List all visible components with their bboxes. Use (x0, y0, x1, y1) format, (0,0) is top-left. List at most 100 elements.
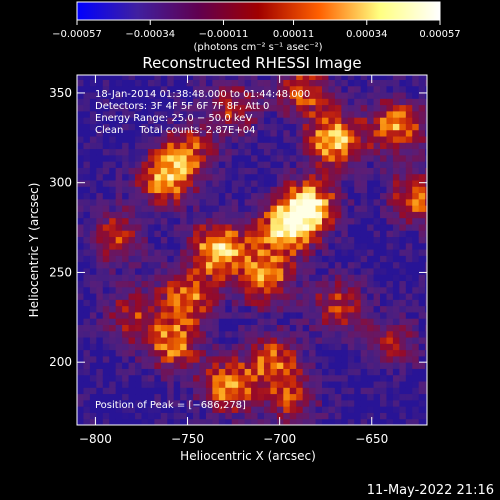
heatmap-cell (212, 412, 220, 420)
heatmap-cell (386, 311, 394, 319)
heatmap-cell (360, 129, 368, 137)
heatmap-cell (102, 123, 110, 131)
heatmap-cell (199, 142, 207, 150)
heatmap-cell (147, 349, 155, 357)
heatmap-cell (425, 110, 427, 118)
heatmap-cell (167, 286, 175, 294)
heatmap-cell (251, 98, 259, 106)
annotation-time-range: 18-Jan-2014 01:38:48.000 to 01:44:48.000 (95, 89, 310, 100)
heatmap-cell (257, 148, 265, 156)
heatmap-cell (231, 406, 239, 413)
heatmap-cell (89, 92, 97, 99)
heatmap-cell (89, 249, 97, 256)
heatmap-cell (160, 104, 168, 112)
heatmap-cell (399, 223, 407, 231)
heatmap-cell (270, 274, 278, 282)
heatmap-cell (173, 406, 181, 413)
heatmap-cell (186, 110, 194, 118)
heatmap-cell (425, 406, 427, 413)
heatmap-cell (102, 368, 110, 376)
heatmap-cell (257, 223, 265, 231)
heatmap-cell (128, 154, 136, 162)
heatmap-cell (418, 230, 426, 238)
heatmap-cell (147, 255, 155, 263)
heatmap-cell (334, 192, 342, 200)
heatmap-cell (380, 85, 387, 93)
heatmap-cell (315, 142, 323, 150)
heatmap-cell (180, 167, 188, 175)
heatmap-cell (128, 236, 136, 244)
heatmap-cell (270, 286, 278, 294)
heatmap-cell (270, 186, 278, 194)
heatmap-cell (334, 330, 342, 338)
heatmap-cell (405, 230, 413, 238)
heatmap-cell (367, 242, 375, 250)
heatmap-cell (167, 123, 175, 131)
heatmap-cell (289, 368, 297, 376)
heatmap-cell (302, 98, 310, 106)
heatmap-cell (354, 406, 362, 413)
heatmap-cell (231, 337, 239, 344)
heatmap-cell (418, 355, 426, 363)
heatmap-cell (109, 286, 117, 294)
heatmap-cell (115, 154, 123, 162)
heatmap-cell (102, 362, 110, 369)
heatmap-cell (360, 223, 368, 231)
heatmap-cell (263, 305, 271, 313)
heatmap-cell (186, 324, 194, 332)
heatmap-cell (154, 117, 162, 124)
heatmap-cell (296, 198, 304, 206)
heatmap-cell (425, 236, 427, 244)
heatmap-cell (180, 85, 188, 93)
heatmap-cell (225, 98, 233, 106)
heatmap-cell (347, 343, 355, 351)
heatmap-cell (115, 173, 123, 181)
heatmap-cell (347, 92, 355, 99)
heatmap-cell (367, 129, 375, 137)
heatmap-cell (418, 161, 426, 168)
heatmap-cell (193, 249, 200, 256)
heatmap-cell (412, 299, 420, 307)
heatmap-cell (135, 110, 142, 118)
heatmap-cell (380, 148, 387, 156)
heatmap-cell (367, 79, 375, 87)
heatmap-cell (186, 186, 194, 194)
heatmap-cell (302, 337, 310, 344)
heatmap-cell (205, 406, 213, 413)
heatmap-cell (199, 110, 207, 118)
heatmap-cell (244, 349, 252, 357)
heatmap-cell (380, 211, 387, 219)
heatmap-cell (425, 305, 427, 313)
heatmap-cell (289, 192, 297, 200)
heatmap-cell (405, 343, 413, 351)
heatmap-cell (270, 205, 278, 212)
heatmap-cell (412, 249, 420, 256)
heatmap-cell (418, 255, 426, 263)
heatmap-cell (154, 161, 162, 168)
heatmap-cell (231, 324, 239, 332)
heatmap-cell (122, 305, 130, 313)
heatmap-cell (380, 293, 387, 300)
heatmap-cell (77, 286, 84, 294)
heatmap-cell (109, 343, 117, 351)
heatmap-cell (102, 286, 110, 294)
heatmap-cell (115, 123, 123, 131)
heatmap-cell (193, 311, 200, 319)
heatmap-cell (328, 293, 336, 300)
heatmap-cell (405, 286, 413, 294)
heatmap-cell (257, 123, 265, 131)
heatmap-cell (257, 305, 265, 313)
heatmap-cell (251, 223, 259, 231)
heatmap-cell (199, 85, 207, 93)
heatmap-cell (328, 223, 336, 231)
heatmap-cell (109, 299, 117, 307)
heatmap-cell (399, 186, 407, 194)
heatmap-cell (412, 104, 420, 112)
heatmap-cell (418, 337, 426, 344)
heatmap-cell (296, 154, 304, 162)
heatmap-cell (334, 198, 342, 206)
heatmap-cell (354, 75, 362, 80)
heatmap-cell (173, 305, 181, 313)
heatmap-cell (373, 249, 381, 256)
heatmap-cell (167, 117, 175, 124)
